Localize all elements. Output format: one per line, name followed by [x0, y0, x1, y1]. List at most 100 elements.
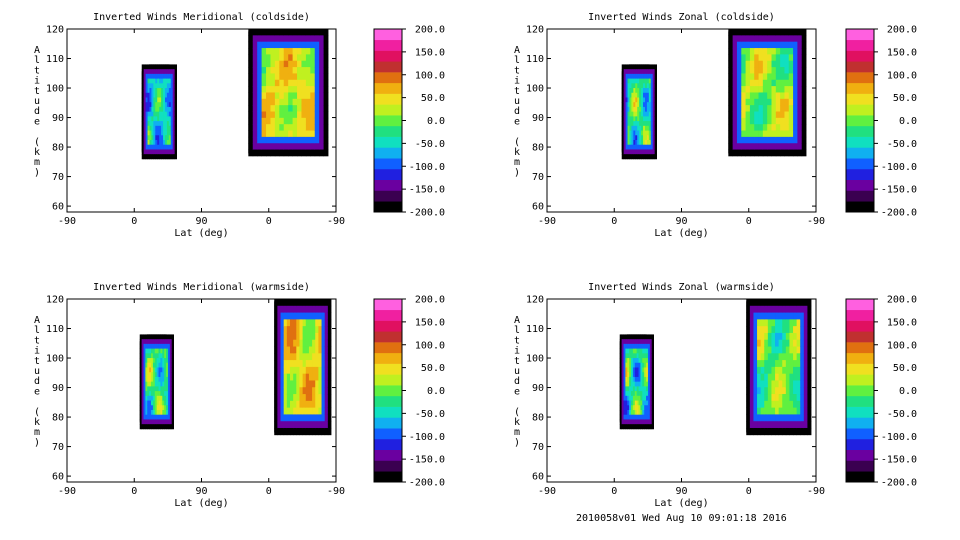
data-region	[139, 334, 174, 430]
heat-cell	[746, 400, 751, 409]
heat-cell	[635, 125, 638, 131]
heat-cell	[642, 424, 645, 430]
heat-cell	[638, 395, 641, 401]
heat-cell	[283, 149, 289, 157]
heat-cell	[171, 353, 174, 359]
heat-cell	[288, 143, 294, 150]
heat-cell	[623, 106, 626, 113]
colorbar-swatch	[374, 309, 402, 321]
heat-cell	[754, 143, 759, 150]
heat-cell	[266, 35, 271, 43]
heat-cell	[154, 419, 158, 425]
heat-cell	[631, 372, 634, 378]
heat-cell	[292, 41, 298, 49]
heat-cell	[319, 41, 324, 49]
heat-cell	[274, 407, 278, 415]
heat-cell	[753, 346, 758, 354]
heat-cell	[248, 117, 254, 125]
heat-cell	[141, 106, 145, 113]
heat-cell	[160, 376, 163, 383]
colorbar-swatch	[846, 299, 874, 311]
heat-cell	[784, 105, 790, 112]
heat-cell	[314, 124, 320, 131]
heat-cell	[800, 421, 805, 429]
heat-cell	[644, 69, 648, 75]
heat-cell	[141, 419, 144, 425]
heat-cell	[623, 339, 626, 345]
heat-cell	[290, 353, 294, 361]
heat-cell	[292, 86, 298, 93]
heat-cell	[745, 67, 751, 74]
colorbar-swatch	[374, 125, 402, 137]
heat-cell	[151, 102, 154, 108]
heat-cell	[797, 79, 803, 87]
heat-cell	[621, 144, 625, 150]
heat-cell	[801, 124, 807, 131]
heat-cell	[166, 395, 169, 401]
heat-cell	[156, 400, 159, 406]
heat-cell	[784, 86, 790, 93]
heat-cell	[803, 353, 808, 361]
heat-cell	[158, 386, 161, 392]
heat-cell	[784, 67, 790, 74]
heat-cell	[280, 339, 285, 347]
heat-cell	[623, 64, 626, 70]
heat-cell	[318, 421, 322, 429]
heat-cell	[651, 400, 654, 406]
heat-cell	[631, 69, 634, 75]
heat-cell	[762, 73, 768, 81]
heat-cell	[172, 83, 176, 89]
heat-cell	[288, 35, 294, 43]
heat-cell	[764, 339, 769, 347]
heat-cell	[164, 343, 167, 349]
heat-cell	[301, 130, 307, 138]
heat-cell	[308, 414, 313, 422]
heat-cell	[162, 391, 165, 397]
heat-cell	[623, 353, 626, 359]
heat-cell	[172, 149, 176, 155]
heat-cell	[305, 366, 310, 375]
y-tick-label: 90	[52, 113, 64, 124]
heat-cell	[145, 116, 148, 122]
heat-cell	[638, 334, 641, 340]
heat-cell	[319, 79, 324, 87]
heat-cell	[151, 386, 154, 392]
heat-cell	[166, 64, 170, 70]
heat-cell	[758, 29, 764, 36]
heat-cell	[171, 376, 174, 383]
heat-cell	[279, 111, 285, 119]
heat-cell	[627, 362, 630, 368]
heat-cell	[771, 67, 777, 74]
heat-cell	[163, 106, 166, 113]
heat-cell	[746, 366, 751, 375]
heat-cell	[621, 391, 624, 397]
heat-cell	[145, 386, 148, 392]
heat-cell	[764, 387, 769, 395]
heat-cell	[625, 381, 628, 387]
heat-cell	[156, 405, 159, 411]
heat-cell	[629, 125, 632, 131]
heat-cell	[153, 92, 156, 98]
heat-cell	[266, 105, 271, 112]
heat-cell	[257, 41, 263, 49]
heat-cell	[151, 88, 154, 94]
heat-cell	[621, 348, 624, 354]
heat-cell	[318, 346, 322, 354]
heat-cell	[643, 73, 646, 79]
heat-cell	[153, 106, 156, 113]
heat-cell	[633, 97, 636, 103]
heat-cell	[145, 106, 148, 113]
heat-cell	[299, 312, 304, 320]
heat-cell	[149, 339, 152, 345]
heat-cell	[652, 83, 656, 89]
heat-cell	[310, 117, 316, 125]
heat-cell	[305, 149, 311, 157]
heat-cell	[166, 372, 169, 378]
heat-cell	[641, 102, 644, 108]
heat-cell	[261, 98, 267, 106]
heat-cell	[314, 136, 320, 144]
heat-cell	[625, 73, 628, 79]
heat-cell	[625, 83, 628, 89]
heat-cell	[171, 348, 174, 354]
heat-cell	[745, 86, 751, 93]
